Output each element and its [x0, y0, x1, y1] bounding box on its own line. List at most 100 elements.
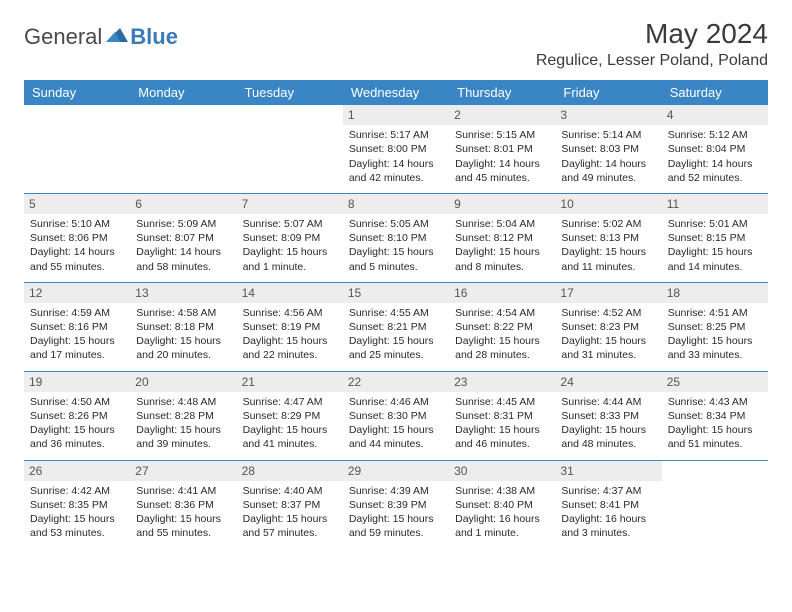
calendar-row: ...1Sunrise: 5:17 AMSunset: 8:00 PMDayli…	[24, 105, 768, 193]
calendar-cell: 4Sunrise: 5:12 AMSunset: 8:04 PMDaylight…	[662, 105, 768, 193]
day-line: Daylight: 15 hours	[455, 245, 549, 259]
day-line: Sunrise: 5:04 AM	[455, 217, 549, 231]
calendar-cell: .	[237, 105, 343, 193]
calendar-cell: 27Sunrise: 4:41 AMSunset: 8:36 PMDayligh…	[130, 460, 236, 548]
day-number: 18	[662, 283, 768, 303]
day-line: and 31 minutes.	[561, 348, 655, 362]
day-line: Sunrise: 4:59 AM	[30, 306, 124, 320]
calendar-cell: 19Sunrise: 4:50 AMSunset: 8:26 PMDayligh…	[24, 371, 130, 460]
day-line: Sunrise: 5:12 AM	[668, 128, 762, 142]
day-line: Daylight: 15 hours	[561, 334, 655, 348]
day-data: Sunrise: 4:45 AMSunset: 8:31 PMDaylight:…	[455, 395, 549, 452]
day-number: 2	[449, 105, 555, 125]
day-line: Daylight: 15 hours	[668, 423, 762, 437]
location-text: Regulice, Lesser Poland, Poland	[536, 52, 768, 70]
day-line: Sunset: 8:29 PM	[243, 409, 337, 423]
day-data: Sunrise: 4:48 AMSunset: 8:28 PMDaylight:…	[136, 395, 230, 452]
logo-text-general: General	[24, 24, 102, 50]
day-line: and 44 minutes.	[349, 437, 443, 451]
day-data: Sunrise: 4:39 AMSunset: 8:39 PMDaylight:…	[349, 484, 443, 541]
day-number: 7	[237, 194, 343, 214]
day-line: Daylight: 15 hours	[136, 512, 230, 526]
day-number: 31	[555, 461, 661, 481]
day-line: and 41 minutes.	[243, 437, 337, 451]
calendar-cell: 23Sunrise: 4:45 AMSunset: 8:31 PMDayligh…	[449, 371, 555, 460]
logo-text-blue: Blue	[130, 24, 178, 50]
calendar-cell: 8 Sunrise: 5:05 AMSunset: 8:10 PMDaylight…	[343, 193, 449, 282]
day-data: Sunrise: 4:55 AMSunset: 8:21 PMDaylight:…	[349, 306, 443, 363]
calendar-cell: 1Sunrise: 5:17 AMSunset: 8:00 PMDaylight…	[343, 105, 449, 193]
logo-triangle-icon	[106, 26, 128, 47]
day-line: Sunrise: 4:46 AM	[349, 395, 443, 409]
day-number: 20	[130, 372, 236, 392]
day-data: Sunrise: 5:09 AMSunset: 8:07 PMDaylight:…	[136, 217, 230, 274]
day-line: Daylight: 14 hours	[455, 157, 549, 171]
day-line: Daylight: 14 hours	[668, 157, 762, 171]
day-data: Sunrise: 5:07 AMSunset: 8:09 PMDaylight:…	[243, 217, 337, 274]
calendar-table: Sunday Monday Tuesday Wednesday Thursday…	[24, 80, 768, 548]
day-line: Sunset: 8:28 PM	[136, 409, 230, 423]
calendar-cell: 18 Sunrise: 4:51 AMSunset: 8:25 PMDayligh…	[662, 282, 768, 371]
calendar-cell: 13Sunrise: 4:58 AMSunset: 8:18 PMDayligh…	[130, 282, 236, 371]
header: General Blue May 2024 Regulice, Lesser P…	[24, 18, 768, 70]
calendar-cell: 16Sunrise: 4:54 AMSunset: 8:22 PMDayligh…	[449, 282, 555, 371]
day-line: Sunrise: 4:50 AM	[30, 395, 124, 409]
day-line: Sunset: 8:25 PM	[668, 320, 762, 334]
day-data: Sunrise: 4:41 AMSunset: 8:36 PMDaylight:…	[136, 484, 230, 541]
day-line: Daylight: 15 hours	[136, 334, 230, 348]
day-header: Thursday	[449, 80, 555, 105]
day-number: 26	[24, 461, 130, 481]
day-line: Daylight: 15 hours	[349, 423, 443, 437]
day-line: Sunset: 8:30 PM	[349, 409, 443, 423]
day-line: and 22 minutes.	[243, 348, 337, 362]
day-data: Sunrise: 5:14 AMSunset: 8:03 PMDaylight:…	[561, 128, 655, 185]
day-data: Sunrise: 4:51 AMSunset: 8:25 PMDaylight:…	[668, 306, 762, 363]
day-line: Daylight: 15 hours	[349, 245, 443, 259]
calendar-cell: 26Sunrise: 4:42 AMSunset: 8:35 PMDayligh…	[24, 460, 130, 548]
day-header: Friday	[555, 80, 661, 105]
day-line: Sunset: 8:23 PM	[561, 320, 655, 334]
day-number: 5	[24, 194, 130, 214]
day-line: Sunset: 8:35 PM	[30, 498, 124, 512]
day-line: and 42 minutes.	[349, 171, 443, 185]
day-line: Sunrise: 4:41 AM	[136, 484, 230, 498]
day-line: Sunrise: 5:15 AM	[455, 128, 549, 142]
calendar-cell: 24Sunrise: 4:44 AMSunset: 8:33 PMDayligh…	[555, 371, 661, 460]
day-line: Sunset: 8:15 PM	[668, 231, 762, 245]
day-line: Daylight: 15 hours	[30, 423, 124, 437]
day-line: and 58 minutes.	[136, 260, 230, 274]
logo: General Blue	[24, 18, 178, 50]
day-line: Sunset: 8:09 PM	[243, 231, 337, 245]
day-data: Sunrise: 5:10 AMSunset: 8:06 PMDaylight:…	[30, 217, 124, 274]
day-line: Daylight: 15 hours	[243, 423, 337, 437]
day-number: 13	[130, 283, 236, 303]
day-number: 19	[24, 372, 130, 392]
day-line: and 57 minutes.	[243, 526, 337, 540]
day-line: Sunrise: 4:43 AM	[668, 395, 762, 409]
day-number: 25	[662, 372, 768, 392]
day-line: and 3 minutes.	[561, 526, 655, 540]
title-block: May 2024 Regulice, Lesser Poland, Poland	[536, 18, 768, 70]
day-line: and 59 minutes.	[349, 526, 443, 540]
calendar-cell: 14Sunrise: 4:56 AMSunset: 8:19 PMDayligh…	[237, 282, 343, 371]
day-line: Sunrise: 5:01 AM	[668, 217, 762, 231]
day-line: and 36 minutes.	[30, 437, 124, 451]
day-line: and 11 minutes.	[561, 260, 655, 274]
day-line: Sunrise: 4:58 AM	[136, 306, 230, 320]
calendar-row: 26Sunrise: 4:42 AMSunset: 8:35 PMDayligh…	[24, 460, 768, 548]
calendar-cell: 20 Sunrise: 4:48 AMSunset: 8:28 PMDayligh…	[130, 371, 236, 460]
day-line: Sunrise: 4:55 AM	[349, 306, 443, 320]
day-data: Sunrise: 5:05 AMSunset: 8:10 PMDaylight:…	[349, 217, 443, 274]
day-number: 9	[449, 194, 555, 214]
day-header: Saturday	[662, 80, 768, 105]
day-line: Daylight: 15 hours	[30, 512, 124, 526]
day-number: 28	[237, 461, 343, 481]
day-number: 12	[24, 283, 130, 303]
day-number: 8	[343, 194, 449, 214]
month-title: May 2024	[536, 18, 768, 50]
day-line: Sunrise: 5:02 AM	[561, 217, 655, 231]
day-line: Sunrise: 5:05 AM	[349, 217, 443, 231]
day-line: and 1 minute.	[243, 260, 337, 274]
day-data: Sunrise: 5:01 AMSunset: 8:15 PMDaylight:…	[668, 217, 762, 274]
day-line: Sunrise: 5:10 AM	[30, 217, 124, 231]
